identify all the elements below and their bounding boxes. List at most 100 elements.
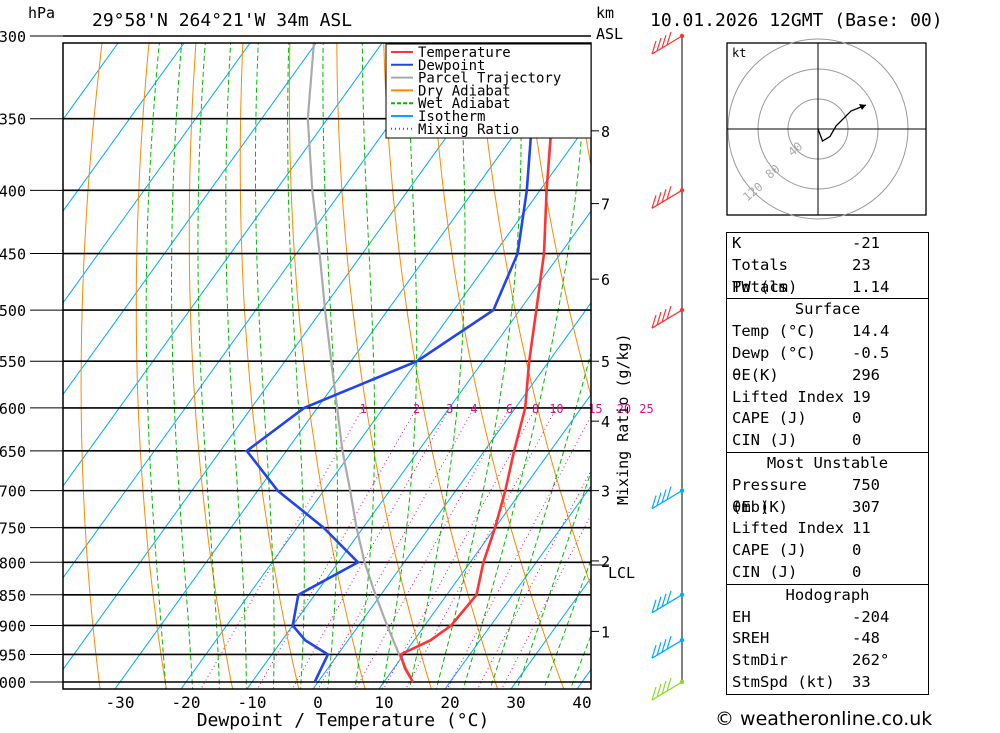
hodograph-arrowhead bbox=[859, 104, 866, 110]
index-label: CAPE (J) bbox=[732, 409, 807, 428]
mixing-ratio-line bbox=[446, 414, 591, 689]
mixing-ratio-line bbox=[291, 407, 451, 689]
temperature-axis: -30 -20 -10 0 10 20 30 40 bbox=[106, 693, 592, 712]
index-value: 262° bbox=[852, 651, 890, 670]
wet-adiabat-line bbox=[354, 43, 376, 689]
index-row: StmSpd (kt) 33 bbox=[727, 672, 928, 694]
mixing-ratio-label: 2 bbox=[413, 402, 420, 416]
pressure-label: 350 bbox=[0, 111, 26, 129]
isotherm-line bbox=[510, 576, 591, 689]
index-row: Temp (°C) 14.4 bbox=[727, 321, 928, 343]
pressure-axis: 1000 950 900 850 800 750 700 650 600 550 500 450 400… bbox=[0, 28, 63, 692]
mixing-ratio-line bbox=[476, 469, 591, 689]
temperature-tick-label: 40 bbox=[572, 693, 591, 712]
index-value: 750 bbox=[852, 475, 880, 494]
copyright-text: © weatheronline.co.uk bbox=[715, 708, 933, 730]
wind-barb-flag bbox=[661, 308, 667, 323]
mixing-ratio-label: 6 bbox=[506, 402, 513, 416]
index-label: CIN (J) bbox=[732, 562, 798, 581]
wind-barb-flag bbox=[656, 683, 662, 698]
temperature-tick-label: 0 bbox=[313, 693, 323, 712]
index-row: Lifted Index 19 bbox=[727, 387, 928, 409]
mixing-ratio-line bbox=[256, 407, 418, 689]
index-value: 307 bbox=[852, 497, 880, 516]
hodograph-title: Hodograph bbox=[785, 585, 870, 604]
wind-barb-flag bbox=[661, 189, 667, 203]
legend-label: Temperature bbox=[418, 45, 511, 61]
index-label: θE(K) bbox=[732, 365, 779, 384]
pressure-label: 700 bbox=[0, 483, 26, 501]
index-row: Pressure (mb) 750 bbox=[727, 475, 928, 516]
indices-table: K -21 Totals Totals 23 PW (cm) 1.14 Surface Te… bbox=[726, 232, 929, 695]
wind-barb-flag bbox=[656, 641, 662, 656]
plot-frame bbox=[62, 42, 592, 690]
mixing-ratio-label: 3 bbox=[446, 402, 453, 416]
index-value: 23 bbox=[852, 255, 871, 274]
legend-box bbox=[385, 43, 592, 139]
wind-barb-flag bbox=[656, 37, 662, 52]
index-label: EH bbox=[732, 607, 751, 626]
wind-barb-flag bbox=[651, 314, 657, 329]
pressure-label: 550 bbox=[0, 353, 26, 371]
legend-label: Mixing Ratio bbox=[418, 122, 519, 138]
wet-adiabat-line bbox=[255, 43, 275, 689]
isotherm-line bbox=[63, 43, 119, 121]
index-value: 33 bbox=[852, 672, 871, 691]
index-row: StmDir 262° bbox=[727, 650, 928, 672]
index-row: Lifted Index 11 bbox=[727, 518, 928, 540]
pressure-label: 300 bbox=[0, 28, 26, 46]
profile-series bbox=[244, 43, 554, 683]
index-label: Lifted Index bbox=[732, 519, 844, 538]
index-row: θE (K) 307 bbox=[727, 497, 928, 519]
temperature-tick-label: -10 bbox=[238, 693, 267, 712]
wind-barb-flag bbox=[651, 40, 657, 55]
datetime-title: 10.01.2026 12GMT (Base: 00) bbox=[650, 10, 943, 31]
km-unit-label: km bbox=[596, 4, 615, 22]
wind-barb-flag bbox=[666, 31, 672, 46]
wind-barb-flag bbox=[661, 638, 667, 653]
km-label: 8 bbox=[601, 123, 610, 141]
index-row: CIN (J) 0 bbox=[727, 562, 928, 584]
index-value: -21 bbox=[852, 234, 880, 252]
temperature-tick-label: 30 bbox=[506, 693, 525, 712]
isotherm-line bbox=[63, 43, 383, 488]
index-row: θE(K) 296 bbox=[727, 365, 928, 387]
hpa-unit-label: hPa bbox=[28, 4, 56, 22]
isotherm-line bbox=[63, 43, 185, 213]
temperature-tick-label: -30 bbox=[106, 693, 135, 712]
index-label: Totals Totals bbox=[732, 255, 788, 296]
index-row: SREH -48 bbox=[727, 628, 928, 650]
index-label: K bbox=[732, 234, 742, 252]
mixing-ratio-line bbox=[405, 407, 557, 689]
index-value: 19 bbox=[852, 387, 871, 406]
wind-barb-flag bbox=[656, 311, 662, 326]
wind-barb-flag bbox=[666, 590, 672, 604]
legend-label: Dry Adiabat bbox=[418, 83, 511, 99]
pressure-label: 750 bbox=[0, 520, 26, 538]
altitude-axis: 1 2 3 4 5 6 7 8 LCL bbox=[591, 123, 635, 641]
temperature-tick-label: -20 bbox=[172, 693, 201, 712]
mixing-ratio-labels: 1 2 3 4 6 8 10 15 20 25 bbox=[360, 402, 654, 416]
index-value: 0 bbox=[852, 562, 862, 581]
wind-barb-flag bbox=[661, 489, 667, 503]
index-row: K -21 bbox=[727, 233, 928, 255]
isotherm-line bbox=[63, 43, 317, 396]
legend-label: Parcel Trajectory bbox=[418, 71, 561, 87]
index-row: CAPE (J) 0 bbox=[727, 540, 928, 562]
isotherm-line bbox=[444, 485, 591, 689]
index-row: Totals Totals 23 bbox=[727, 255, 928, 296]
mixing-ratio-label: 1 bbox=[360, 402, 367, 416]
temperature-tick-label: 20 bbox=[440, 693, 459, 712]
dry-adiabat-line bbox=[524, 43, 591, 398]
mixing-ratio-label: 4 bbox=[470, 402, 477, 416]
index-label: StmDir bbox=[732, 651, 788, 670]
temperature-tick-label: 10 bbox=[374, 693, 393, 712]
wind-barb-flag bbox=[651, 644, 657, 659]
mixing-ratio-label: 20 bbox=[617, 402, 631, 416]
pressure-label: 650 bbox=[0, 443, 26, 461]
km-label: 6 bbox=[601, 271, 610, 289]
wind-barb-flag bbox=[661, 34, 667, 49]
